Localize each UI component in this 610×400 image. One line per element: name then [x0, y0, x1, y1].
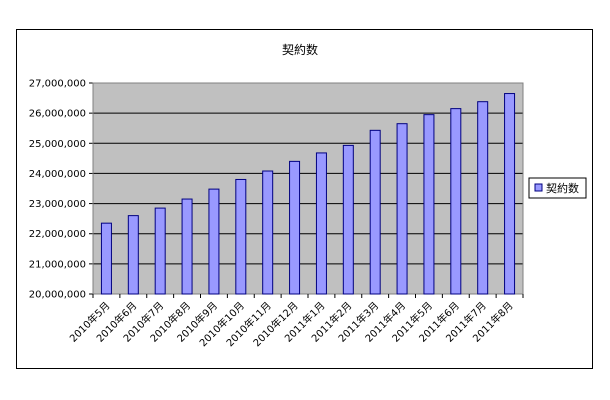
y-tick-label: 21,000,000 [29, 259, 86, 270]
bar [181, 198, 193, 295]
bar [369, 129, 381, 295]
y-tick-label: 25,000,000 [29, 139, 86, 150]
bar [235, 178, 247, 295]
bar [342, 144, 354, 295]
legend-label: 契約数 [546, 181, 579, 195]
y-tick-label: 27,000,000 [29, 79, 86, 90]
bar [504, 93, 516, 295]
y-tick-label: 22,000,000 [29, 229, 86, 240]
y-tick-label: 20,000,000 [29, 290, 86, 301]
y-tick-label: 24,000,000 [29, 169, 86, 180]
bar [262, 170, 274, 295]
y-tick-label: 26,000,000 [29, 109, 86, 120]
bar [289, 160, 301, 295]
bar [450, 108, 462, 295]
plot-area: 20,000,000 21,000,000 22,000,000 23,000,000… [29, 79, 524, 349]
bar [127, 215, 139, 295]
bar [208, 188, 220, 295]
y-tick-label: 23,000,000 [29, 199, 86, 210]
legend-swatch [534, 183, 543, 192]
bar [315, 152, 327, 295]
bar [154, 207, 166, 295]
legend-box [528, 177, 587, 199]
chart-title: 契約数 [282, 42, 318, 57]
legend: 契約数 [528, 177, 587, 199]
bar [477, 101, 489, 295]
bar [423, 114, 435, 295]
bar [100, 222, 112, 295]
bar [396, 123, 408, 295]
